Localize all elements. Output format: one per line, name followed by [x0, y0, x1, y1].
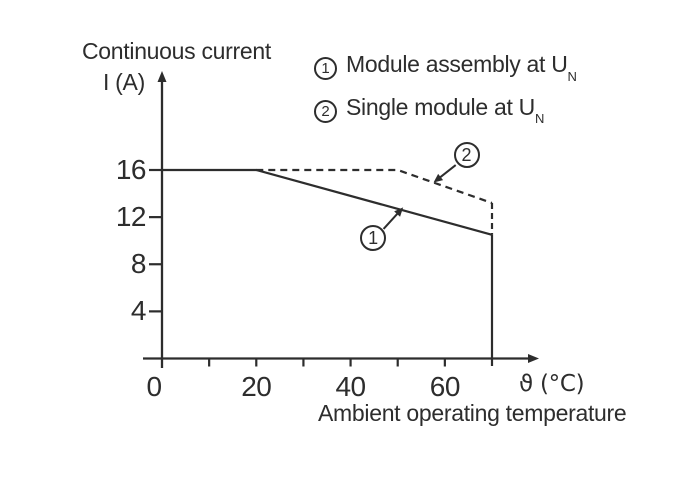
y-axis-title-line2: I (A) — [103, 69, 145, 95]
legend: 1 Module assembly at UN 2 Single module … — [314, 51, 577, 129]
series-2-curve — [256, 168, 493, 205]
y-tick-label-4: 4 — [130, 295, 147, 327]
x-tick-label-40: 40 — [335, 371, 366, 402]
x-axis-caption: Ambient operating temperature — [318, 400, 627, 426]
legend-label-2: Single module at UN — [346, 93, 545, 127]
curve-1-pointer-arrowhead — [394, 207, 404, 217]
curve-2-marker: 2 — [453, 141, 480, 168]
x-tick-label-60: 60 — [429, 371, 461, 402]
x-axis-arrowhead — [528, 354, 539, 363]
curve-2-pointer-arrowhead — [433, 173, 444, 183]
y-axis-title-line1: Continuous current — [82, 38, 271, 64]
legend-label-1: Module assembly at UN — [346, 51, 577, 84]
x-tick-label-0: 0 — [146, 371, 162, 402]
x-axis-symbol-label: ϑ (°C) — [519, 371, 585, 397]
legend-marker-2: 2 — [314, 99, 337, 123]
y-axis-arrowhead — [157, 71, 167, 82]
curve-1-marker: 1 — [360, 224, 387, 251]
legend-item-module-assembly: 1 Module assembly at UN — [314, 51, 577, 87]
legend-marker-1: 1 — [314, 57, 337, 81]
x-tick-label-20: 20 — [241, 371, 272, 402]
curve-2-pointer-line — [437, 164, 457, 180]
legend-item-single-module: 2 Single module at UN — [314, 94, 577, 130]
y-tick-label-8: 8 — [130, 248, 147, 280]
y-tick-label-16: 16 — [115, 154, 147, 185]
curve-1-pointer-line — [382, 211, 400, 230]
y-tick-label-12: 12 — [115, 201, 147, 233]
